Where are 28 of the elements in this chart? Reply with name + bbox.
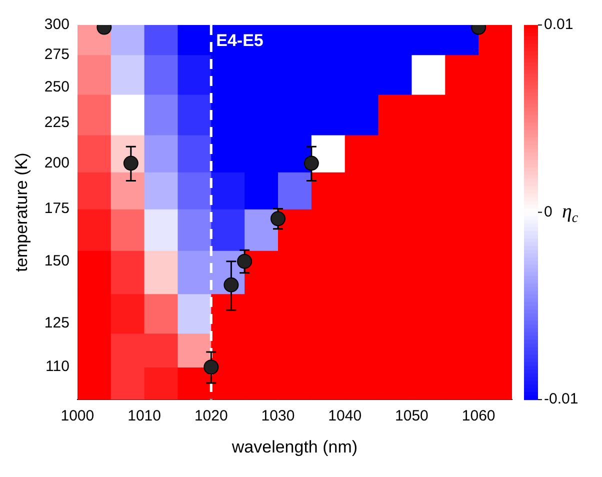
x-tick-label: 1010 <box>128 408 161 425</box>
y-tick-label: 150 <box>44 252 70 270</box>
point <box>270 211 286 226</box>
color-bar-label: 0 <box>544 203 552 220</box>
y-tick-label: 175 <box>44 200 70 217</box>
y-tick-label: 300 <box>44 16 70 34</box>
x-tick-label: 1000 <box>60 408 94 425</box>
x-axis-title: wavelength (nm) <box>230 437 358 456</box>
y-tick-label: 275 <box>44 46 70 63</box>
point <box>224 277 239 292</box>
point <box>237 254 252 269</box>
ref-line-label: E4-E5 <box>216 31 264 50</box>
x-tick-label: 1030 <box>261 408 295 425</box>
point <box>304 156 319 171</box>
y-axis-title: temperature (K) <box>12 152 31 272</box>
y-tick-label: 110 <box>46 358 70 376</box>
x-tick-label: 1020 <box>194 408 228 425</box>
point <box>204 360 219 375</box>
x-tick-label: 1060 <box>462 408 496 425</box>
y-tick-label: 225 <box>44 114 70 132</box>
color-bar-label: 0.01 <box>544 16 574 34</box>
x-tick-label: 1040 <box>328 408 362 425</box>
y-tick-label: 250 <box>44 78 70 96</box>
point <box>123 156 138 171</box>
y-tick-label: 125 <box>44 314 70 332</box>
color-bar-label: -0.01 <box>544 390 578 408</box>
x-tick-label: 1050 <box>395 408 428 425</box>
y-tick-label: 200 <box>44 154 70 172</box>
